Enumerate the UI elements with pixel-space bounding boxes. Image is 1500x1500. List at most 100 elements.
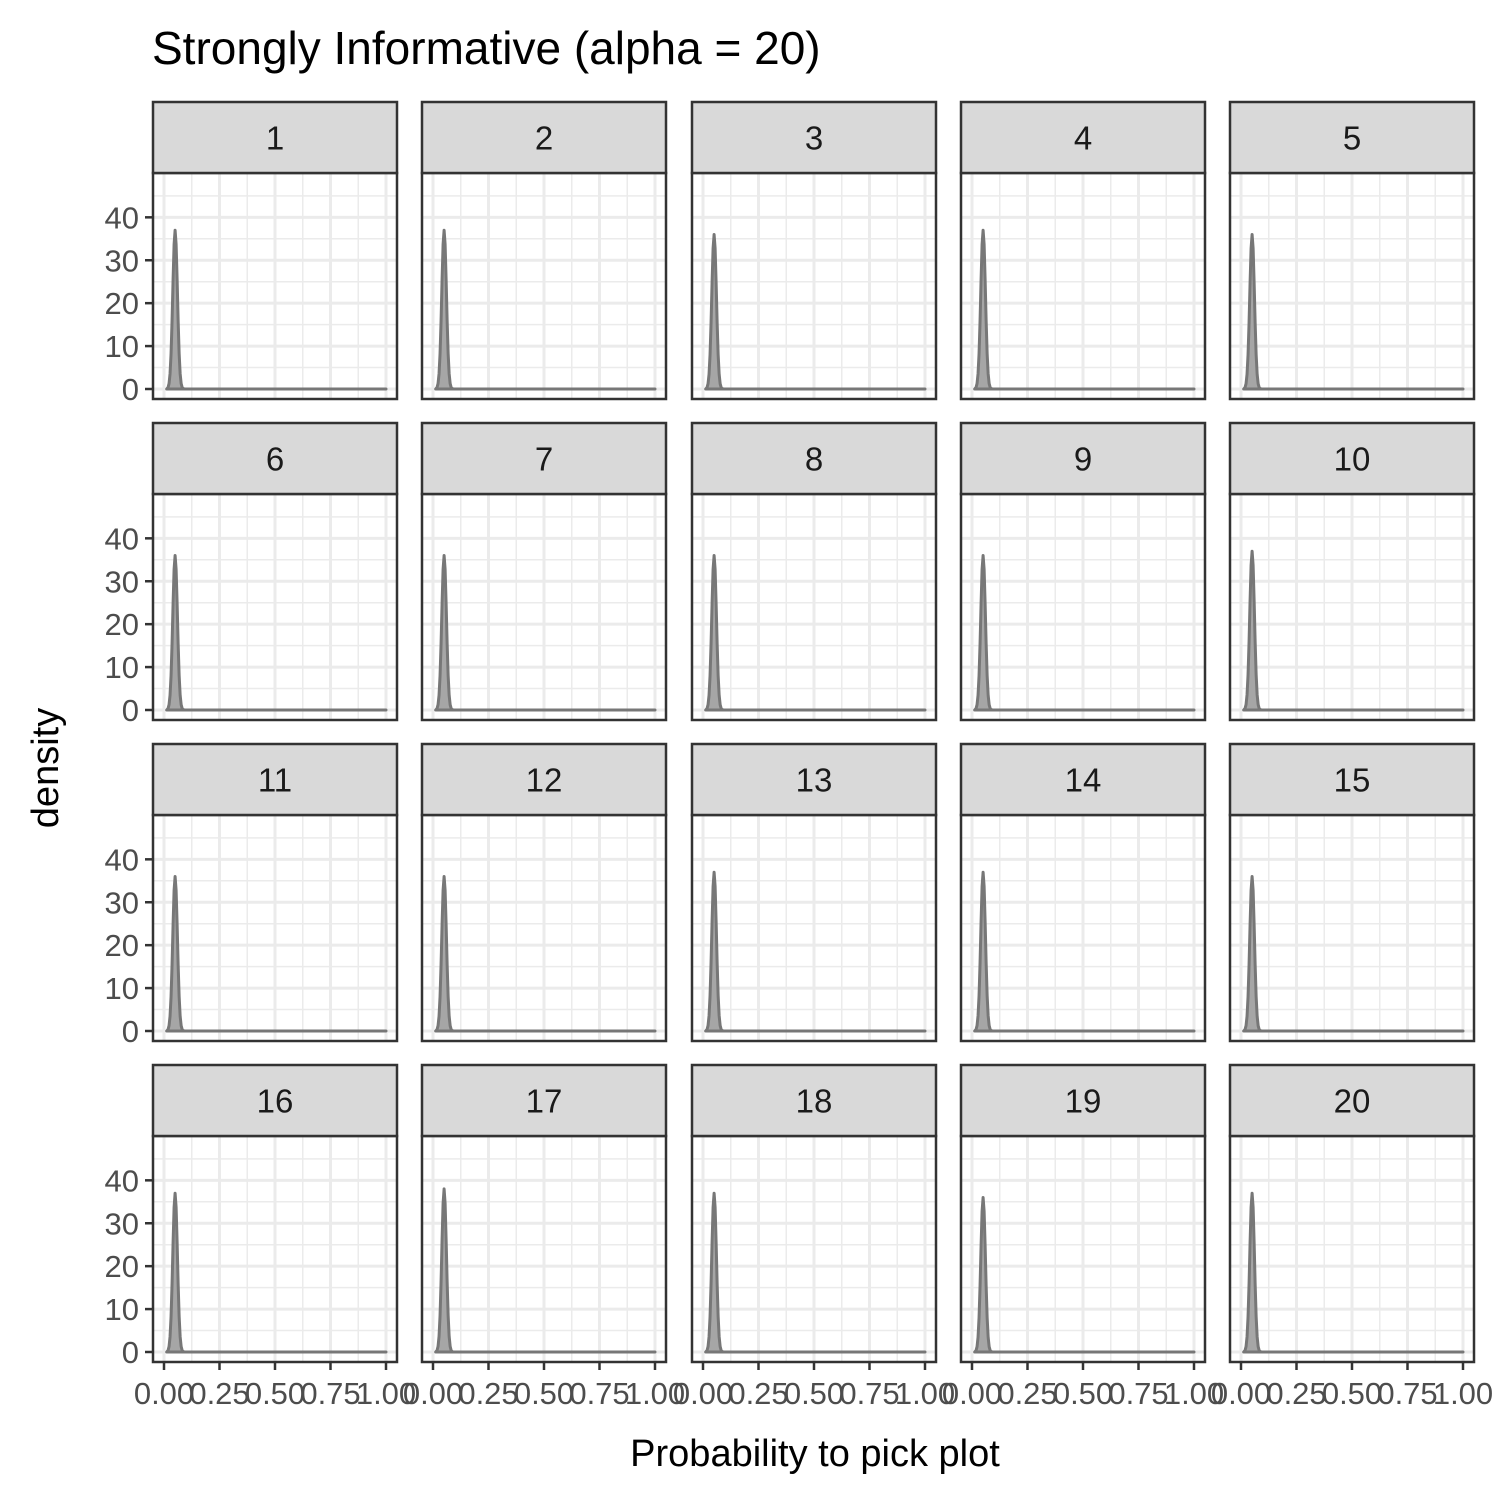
x-tick-label: 0.00 [134,1376,194,1411]
y-axis-title: density [25,708,67,828]
density-area [973,1196,1196,1354]
y-tick-label: 20 [105,1249,139,1284]
x-tick-label: 1.00 [356,1376,416,1411]
facet-panel-11: 11 0 10 20 30 40 [105,742,399,1049]
x-tick-label: 0.50 [1322,1376,1382,1411]
density-area [704,1191,927,1354]
y-tick-label: 10 [105,650,139,685]
density-area [165,228,388,391]
facet-strip [959,100,1207,175]
facet-strip [151,100,399,175]
y-tick-label: 10 [105,329,139,364]
facet-strip-label: 11 [258,762,292,799]
facet-strip [1228,742,1476,817]
facet-strip [690,742,938,817]
facet-panel-9: 9 [959,421,1207,722]
density-area [1242,233,1465,391]
facet-strip-label: 2 [535,120,553,157]
x-tick-label: 0.50 [514,1376,574,1411]
x-tick-label: 0.25 [997,1376,1057,1411]
y-tick-label: 10 [105,971,139,1006]
density-area [704,554,927,712]
y-tick-label: 40 [105,1163,139,1198]
y-tick-label: 0 [122,693,139,728]
facet-strip-label: 6 [266,441,284,478]
facet-strip-label: 19 [1065,1083,1102,1120]
x-tick-label: 0.75 [1108,1376,1168,1411]
facet-strip [959,1063,1207,1138]
facet-panel-3: 3 [690,100,938,401]
x-tick-label: 0.25 [189,1376,249,1411]
x-tick-label: 0.25 [1266,1376,1326,1411]
facet-strip-label: 4 [1074,120,1092,157]
facet-strip [420,1063,668,1138]
facet-strip-label: 9 [1074,441,1092,478]
facet-panel-4: 4 [959,100,1207,401]
density-area [973,554,1196,712]
facet-strip [151,1063,399,1138]
facet-strip [959,742,1207,817]
facet-strip [420,421,668,496]
facet-panel-20: 20 0.000.250.500.751.00 [1211,1063,1493,1411]
facet-panel-17: 17 0.000.250.500.751.00 [403,1063,685,1411]
x-tick-label: 1.00 [1164,1376,1224,1411]
x-tick-label: 0.25 [728,1376,788,1411]
x-tick-label: 0.25 [458,1376,518,1411]
facet-strip-label: 10 [1334,441,1371,478]
y-tick-label: 40 [105,200,139,235]
y-tick-label: 30 [105,1206,139,1241]
y-tick-label: 40 [105,842,139,877]
facet-strip-label: 20 [1334,1083,1371,1120]
facet-strip [690,1063,938,1138]
x-tick-label: 0.75 [569,1376,629,1411]
y-tick-label: 40 [105,521,139,556]
y-tick-label: 20 [105,607,139,642]
facet-strip [420,742,668,817]
density-area [434,1187,657,1354]
density-area [704,870,927,1033]
density-area [434,875,657,1033]
x-tick-label: 0.00 [942,1376,1002,1411]
facet-panel-13: 13 [690,742,938,1043]
facet-panel-14: 14 [959,742,1207,1043]
x-tick-label: 0.00 [1211,1376,1271,1411]
facet-strip-label: 1 [266,120,284,157]
facet-strip [690,100,938,175]
facet-panel-12: 12 [420,742,668,1043]
y-tick-label: 30 [105,564,139,599]
x-tick-label: 1.00 [895,1376,955,1411]
density-area [973,228,1196,391]
facet-strip-label: 5 [1343,120,1361,157]
facet-strip [151,421,399,496]
facet-panel-18: 18 0.000.250.500.751.00 [673,1063,955,1411]
x-tick-label: 0.00 [403,1376,463,1411]
facet-panel-5: 5 [1228,100,1476,401]
density-area [704,233,927,391]
facet-panel-6: 6 0 10 20 30 40 [105,421,399,728]
density-area [1242,549,1465,712]
facet-panel-8: 8 [690,421,938,722]
facet-strip-label: 18 [796,1083,833,1120]
facet-strip-label: 14 [1065,762,1102,799]
density-area [165,1191,388,1354]
density-area [434,554,657,712]
facet-strip-label: 17 [526,1083,563,1120]
x-tick-label: 1.00 [625,1376,685,1411]
facet-strip [151,742,399,817]
y-tick-label: 20 [105,928,139,963]
y-tick-label: 20 [105,286,139,321]
facet-strip-label: 3 [805,120,823,157]
y-tick-label: 0 [122,1335,139,1370]
facet-panel-7: 7 [420,421,668,722]
chart-title: Strongly Informative (alpha = 20) [152,22,821,74]
facet-panel-2: 2 [420,100,668,401]
x-tick-label: 0.50 [245,1376,305,1411]
density-area [165,554,388,712]
facet-strip-label: 15 [1334,762,1371,799]
x-tick-label: 0.50 [784,1376,844,1411]
density-area [973,870,1196,1033]
density-area [165,875,388,1033]
